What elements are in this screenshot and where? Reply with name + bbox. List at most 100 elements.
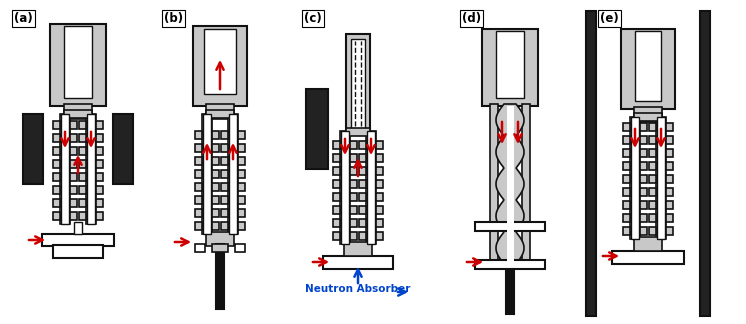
Bar [350,206,357,214]
Bar [221,131,228,139]
Bar [623,214,630,222]
Bar [640,188,647,196]
Bar [70,173,77,181]
Bar [79,134,86,142]
Bar [666,227,673,235]
Bar [359,154,366,162]
Bar [202,114,212,234]
Bar [53,245,103,258]
Bar [229,114,237,234]
Bar [195,209,202,217]
Text: (a): (a) [14,12,33,25]
Bar [70,134,77,142]
Bar [212,196,219,204]
Bar [333,141,340,149]
Bar [350,167,357,175]
Bar [640,175,647,183]
Bar [346,128,370,136]
Bar [649,123,656,131]
Bar [61,114,69,224]
Bar [79,160,86,168]
Bar [340,131,350,244]
Bar [96,121,103,129]
Bar [70,147,77,155]
Bar [96,147,103,155]
Bar [344,242,372,256]
Bar [221,196,228,204]
Bar [359,141,366,149]
Bar [333,206,340,214]
Bar [96,199,103,207]
Bar [206,110,234,118]
Bar [238,222,245,230]
Bar [53,160,60,168]
Bar [193,26,247,106]
Bar [64,26,92,98]
Bar [79,147,86,155]
Bar [586,11,596,316]
Bar [657,117,665,239]
Text: (c): (c) [304,12,322,25]
Bar [640,136,647,144]
Bar [333,232,340,240]
Bar [623,123,630,131]
Bar [333,219,340,227]
Bar [79,212,86,220]
Bar [634,107,662,122]
Polygon shape [496,104,524,264]
Text: (b): (b) [164,12,183,25]
Bar [350,141,357,149]
Bar [323,256,393,269]
Bar [376,167,383,175]
Bar [612,251,684,264]
Bar [490,104,498,264]
Bar [333,193,340,201]
Bar [506,266,514,314]
Bar [53,173,60,181]
Bar [87,114,95,224]
Bar [649,175,656,183]
Bar [649,201,656,209]
Bar [70,212,77,220]
Bar [649,149,656,157]
Bar [341,131,349,244]
Bar [79,121,86,129]
Bar [221,170,228,178]
Bar [212,144,219,152]
Bar [350,232,357,240]
Bar [666,201,673,209]
Bar [195,244,205,252]
Bar [640,227,647,235]
Bar [204,29,236,94]
Bar [23,114,43,184]
Bar [621,29,675,109]
Bar [212,222,219,230]
Bar [228,114,238,234]
Bar [238,196,245,204]
Bar [623,175,630,183]
Bar [235,244,245,252]
Bar [376,154,383,162]
Text: (e): (e) [600,12,618,25]
Bar [70,199,77,207]
Bar [359,167,366,175]
Bar [238,157,245,165]
Bar [666,188,673,196]
Bar [96,186,103,194]
Bar [238,144,245,152]
Bar [359,180,366,188]
Bar [496,31,524,98]
Bar [359,232,366,240]
Bar [482,29,538,106]
Bar [623,201,630,209]
Bar [640,149,647,157]
Bar [212,157,219,165]
Bar [238,131,245,139]
Bar [475,260,545,269]
Bar [376,180,383,188]
Bar [212,183,219,191]
Bar [333,154,340,162]
Bar [623,149,630,157]
Bar [206,232,234,246]
Bar [70,160,77,168]
